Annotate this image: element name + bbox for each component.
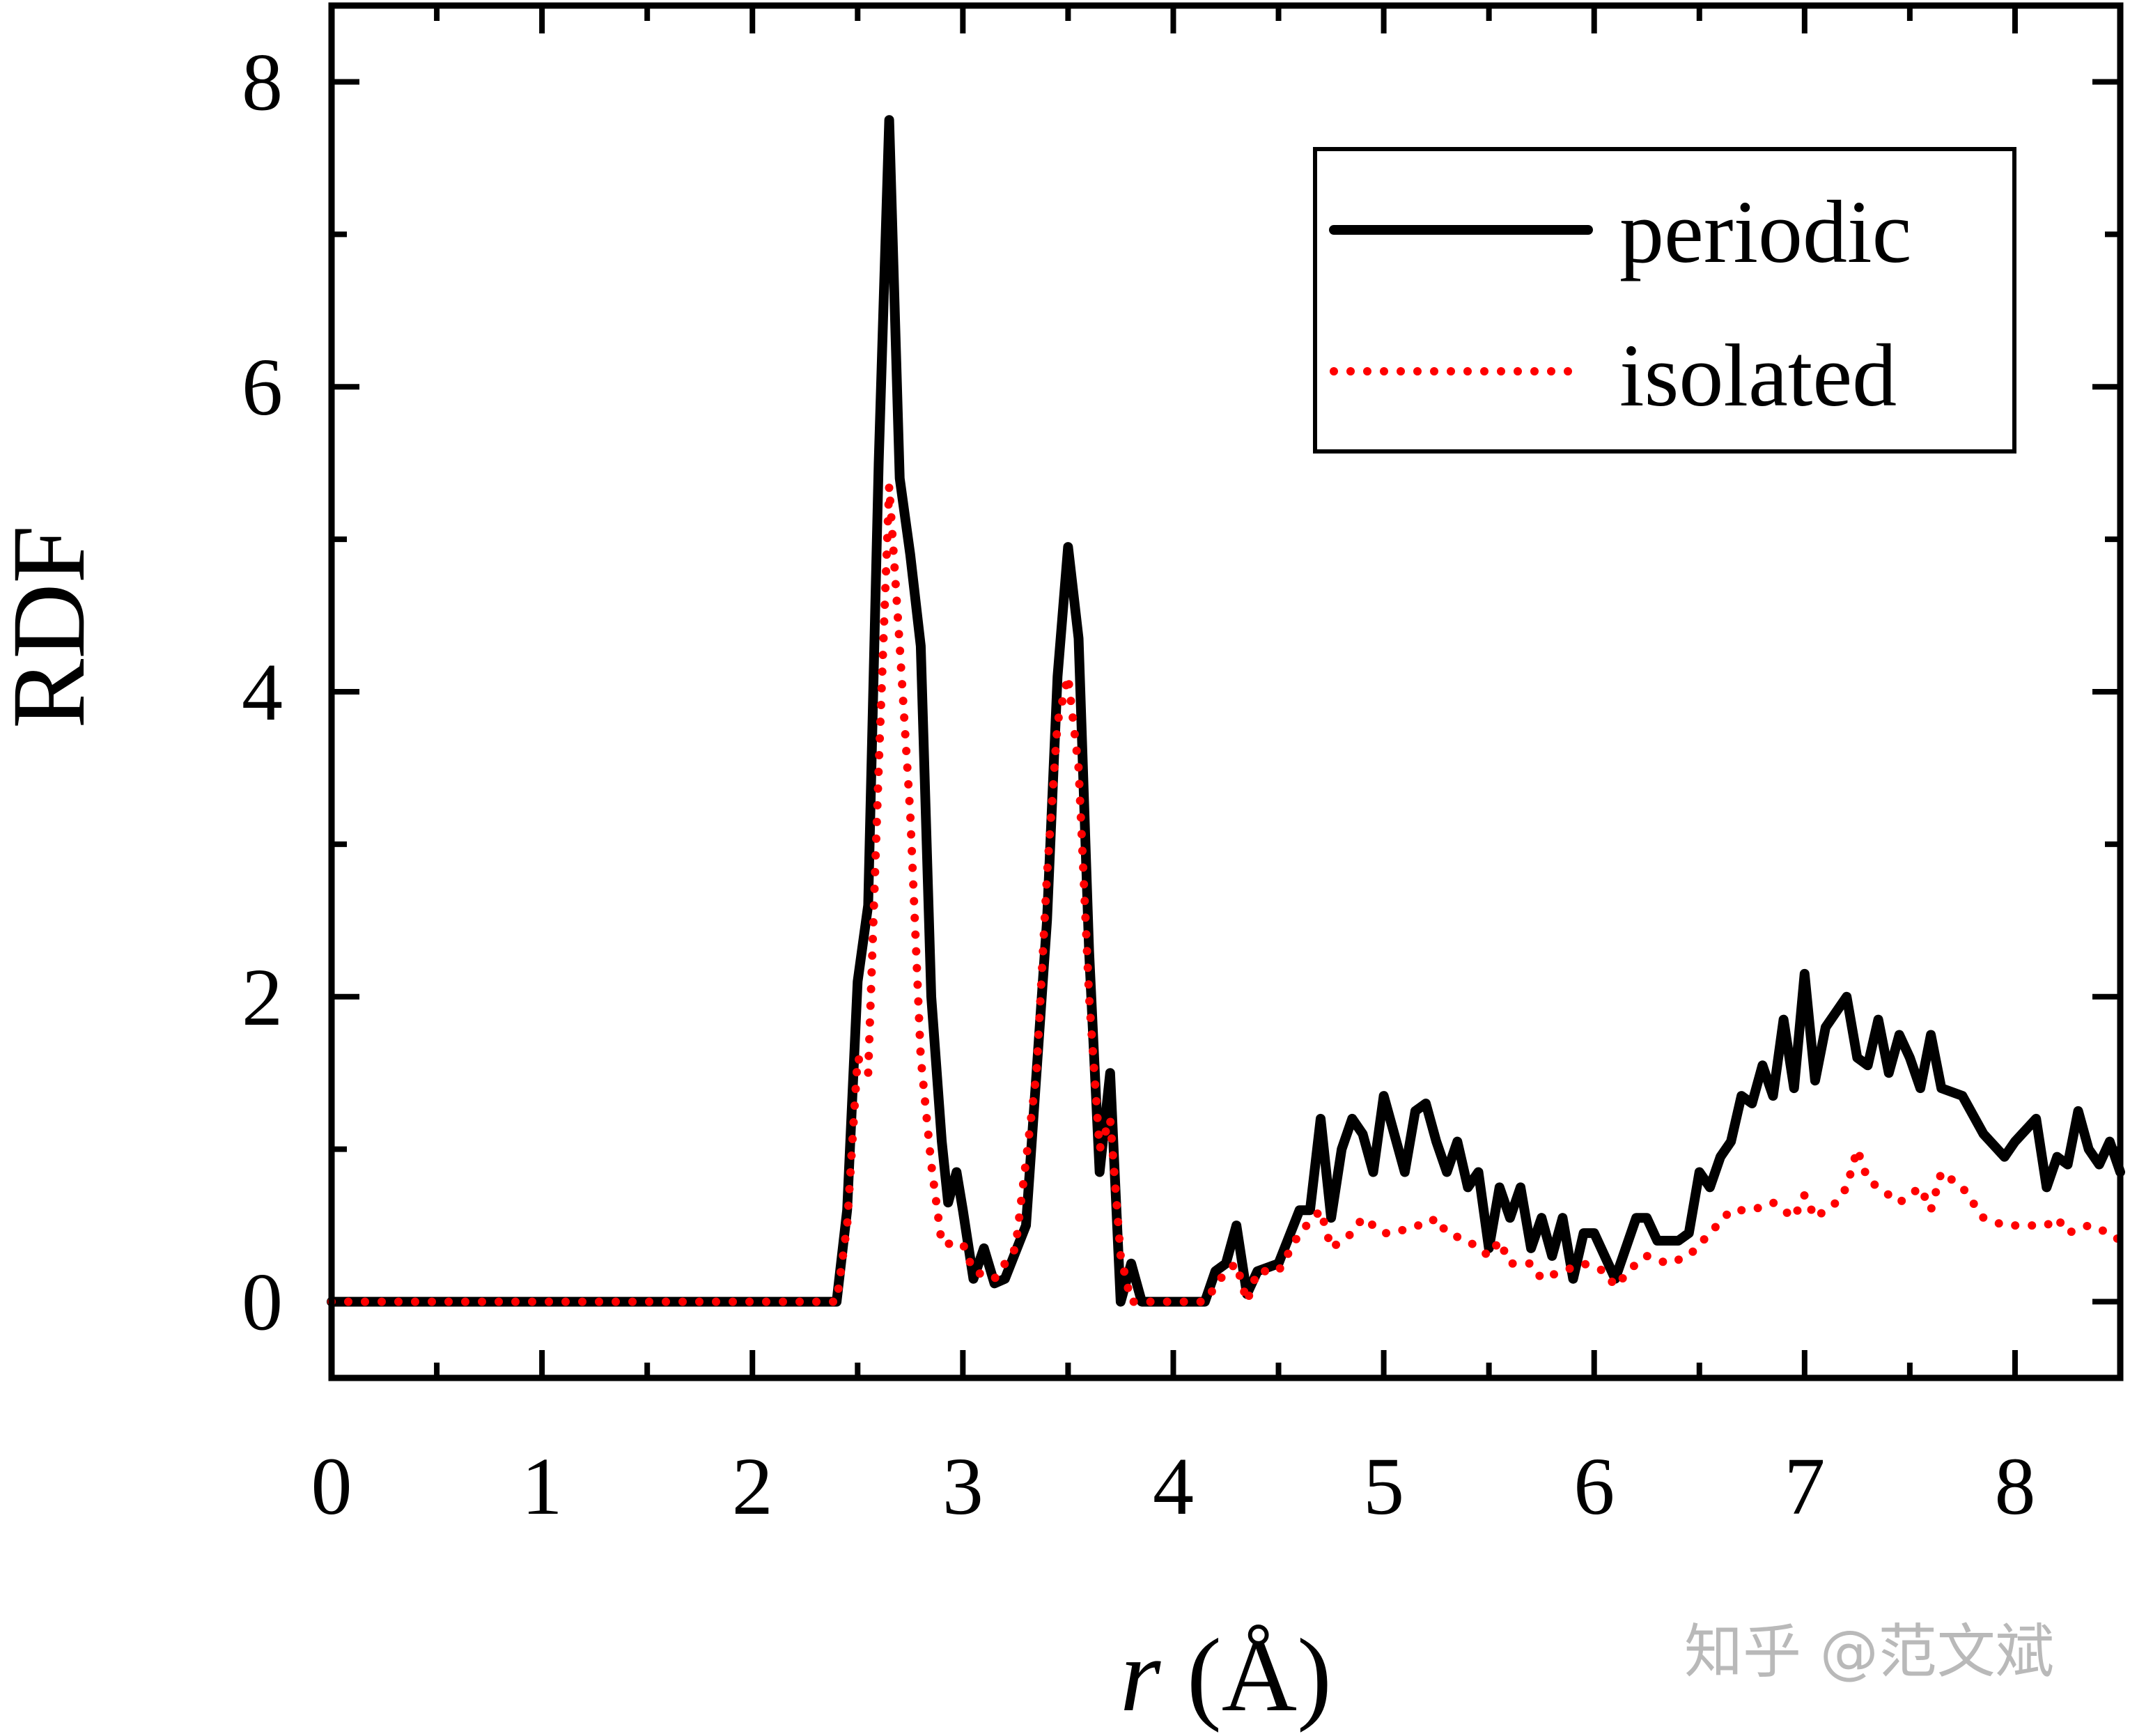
- y-tick-label: 2: [242, 952, 283, 1043]
- x-tick-label: 8: [1994, 1441, 2035, 1532]
- x-tick-label: 4: [1153, 1441, 1194, 1532]
- plot-area: [327, 115, 2125, 1316]
- y-tick-label: 4: [242, 646, 283, 738]
- y-tick-label: 0: [242, 1257, 283, 1348]
- x-tick-label: 0: [311, 1441, 352, 1532]
- x-tick-label: 3: [942, 1441, 984, 1532]
- y-tick-label: 8: [242, 36, 283, 127]
- watermark-text: 知乎 @范文斌: [1684, 1618, 2054, 1686]
- legend-box: [1313, 147, 2016, 454]
- y-tick-label: 6: [242, 341, 283, 433]
- isolated-line: [327, 486, 2124, 1316]
- x-axis-title: r (Å): [1120, 1618, 1332, 1733]
- y-axis-title: RDF: [0, 525, 107, 729]
- x-tick-label: 6: [1573, 1441, 1615, 1532]
- x-tick-label: 2: [732, 1441, 773, 1532]
- x-tick-label: 1: [522, 1441, 563, 1532]
- x-tick-label: 5: [1363, 1441, 1404, 1532]
- x-axis-title-unit: (Å): [1160, 1618, 1332, 1733]
- periodic-line: [327, 115, 2125, 1307]
- axis-tick-labels: 0 1 2 3 4 5 6 7 8 0 2 4 6 8: [242, 36, 2035, 1532]
- legend-isolated-label: isolated: [1619, 326, 1897, 425]
- legend-periodic-label: periodic: [1619, 183, 1911, 281]
- legend: periodic isolated: [1313, 147, 2016, 454]
- x-tick-label: 7: [1784, 1441, 1825, 1532]
- axes-frame: [328, 2, 2124, 1381]
- x-axis-title-variable: r: [1120, 1618, 1161, 1733]
